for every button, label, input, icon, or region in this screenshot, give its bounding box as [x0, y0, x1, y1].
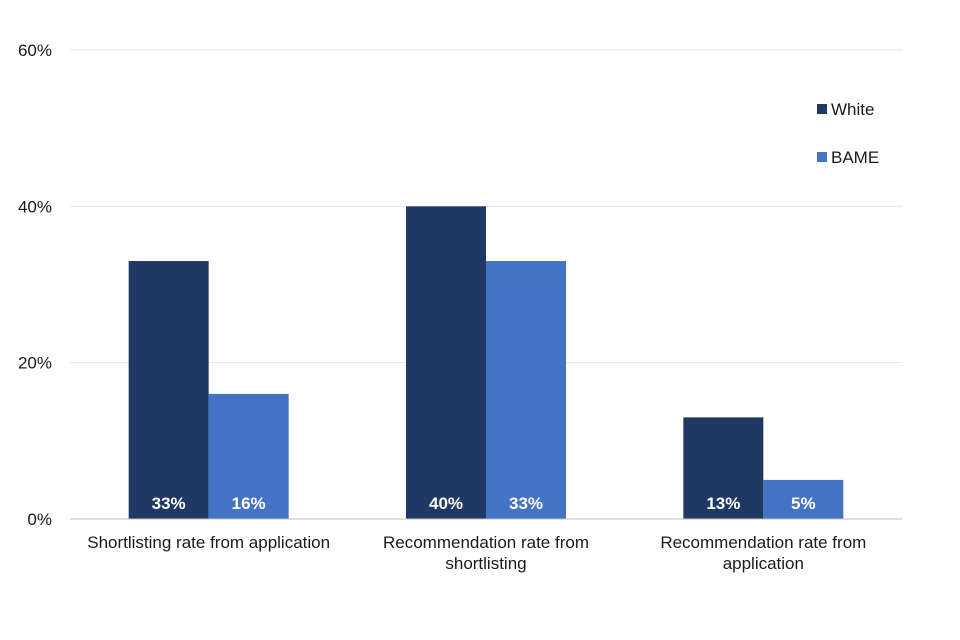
category-labels: Shortlisting rate from application Recomm… [87, 533, 866, 573]
y-tick-label: 60% [18, 41, 52, 60]
x-tick-label: Recommendation rate from [660, 533, 866, 552]
data-label: 13% [706, 494, 740, 513]
bars [128, 206, 844, 520]
data-label: 16% [232, 494, 266, 513]
legend-label-bame: BAME [831, 148, 879, 167]
bar-bame-2 [486, 261, 566, 519]
legend-swatch-bame [817, 152, 827, 162]
legend-swatch-white [817, 104, 827, 114]
data-labels: 33% 16% 40% 33% 13% 5% [152, 494, 816, 513]
bar-bame-1 [208, 393, 289, 519]
data-label: 40% [429, 494, 463, 513]
bar-white-3 [683, 417, 764, 519]
bar-white-2 [406, 206, 486, 520]
legend-label-white: White [831, 100, 874, 119]
data-label: 33% [152, 494, 186, 513]
data-label: 33% [509, 494, 543, 513]
x-tick-label: Shortlisting rate from application [87, 533, 330, 552]
y-tick-label: 40% [18, 197, 52, 216]
x-tick-label: application [723, 554, 804, 573]
legend: White BAME [817, 100, 879, 167]
x-tick-label: shortlisting [445, 554, 526, 573]
y-axis-ticks: 0% 20% 40% 60% [18, 41, 52, 529]
bar-white-1 [128, 261, 209, 519]
y-tick-label: 20% [18, 354, 52, 373]
data-label: 5% [791, 494, 816, 513]
y-tick-label: 0% [27, 510, 52, 529]
bar-bame-3 [763, 479, 844, 519]
x-tick-label: Recommendation rate from [383, 533, 589, 552]
